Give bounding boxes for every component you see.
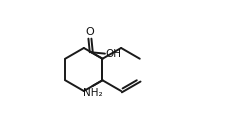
Text: O: O: [86, 27, 94, 37]
Text: OH: OH: [106, 49, 122, 59]
Text: NH₂: NH₂: [83, 88, 103, 98]
